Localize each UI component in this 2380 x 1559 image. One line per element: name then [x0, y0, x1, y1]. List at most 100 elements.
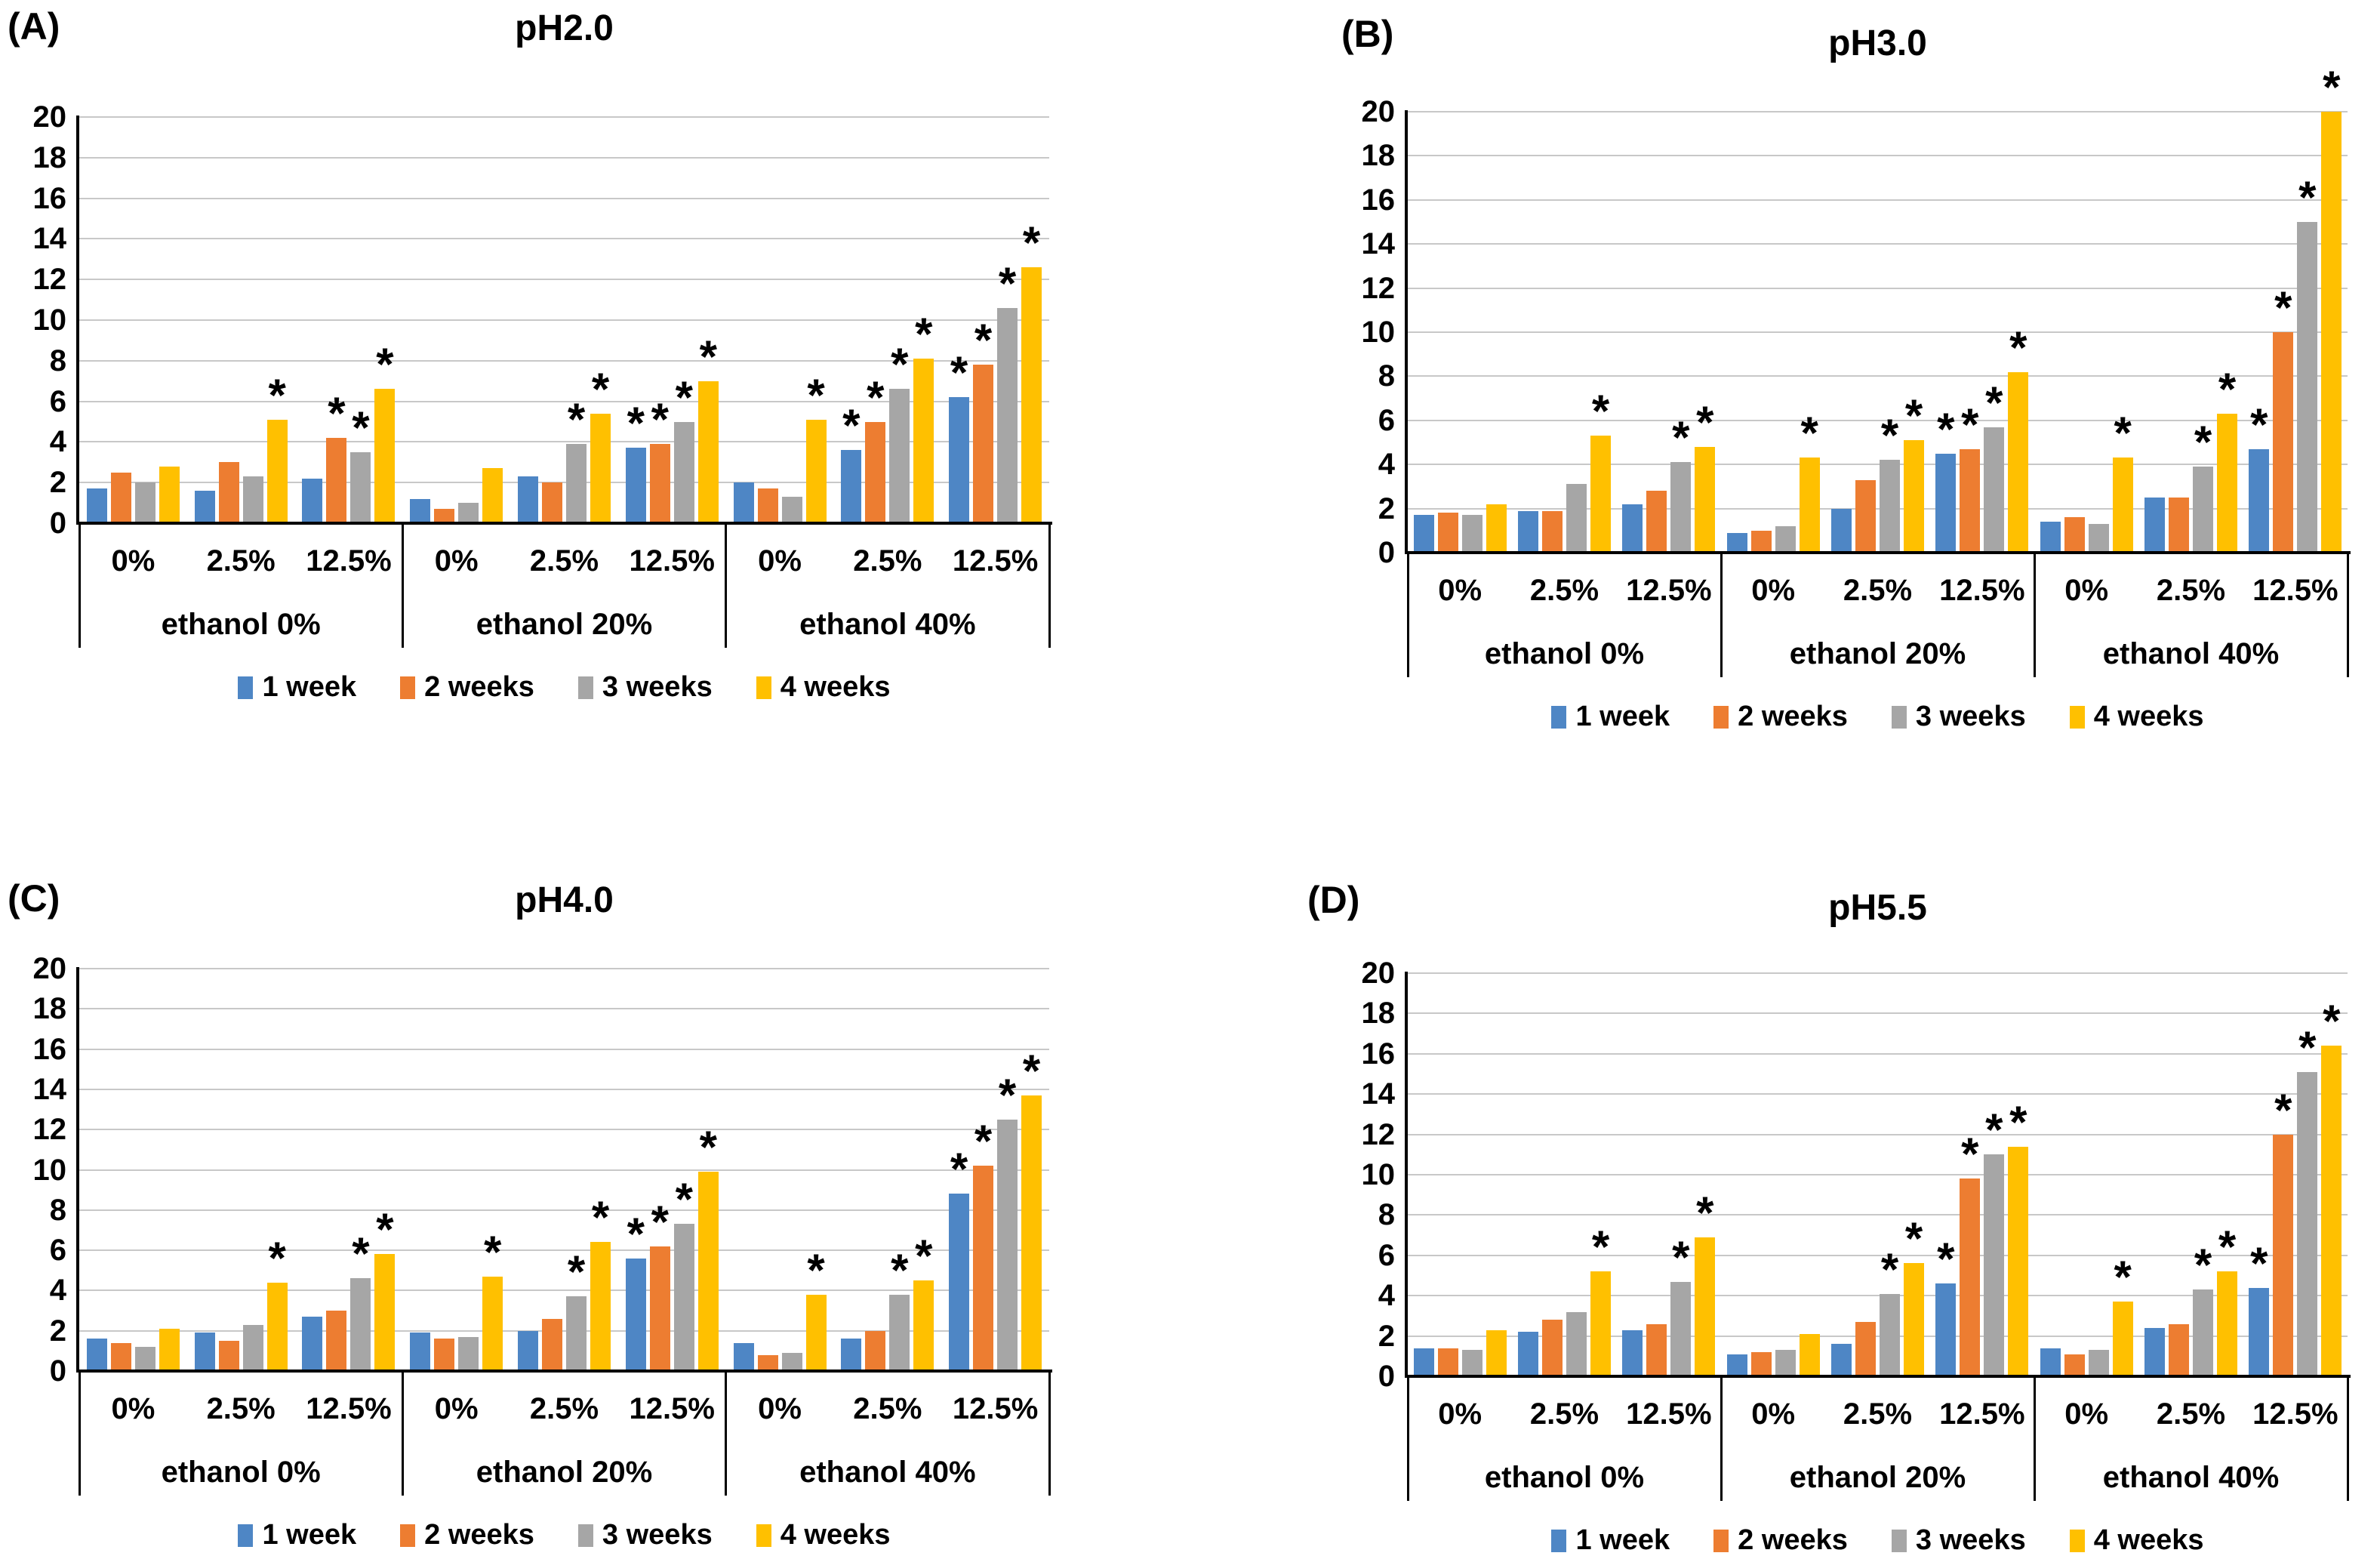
y-axis-line: [1405, 110, 1408, 554]
significance-asterisk: *: [842, 400, 861, 451]
bar-4-weeks: [1486, 1329, 1507, 1376]
legend-item: 4 weeks: [2069, 1524, 2204, 1557]
y-axis-line: [1405, 972, 1408, 1378]
category-label-concentration: 0%: [758, 544, 802, 578]
bar-4-weeks: [2217, 1271, 2237, 1376]
category-label-ethanol: ethanol 40%: [2102, 637, 2280, 670]
legend-item: 3 weeks: [577, 671, 713, 704]
bar-4-weeks: [1590, 1271, 1611, 1376]
bar-3-weeks: [1880, 1293, 1900, 1376]
bar-3-weeks: [1461, 515, 1482, 553]
category-label-concentration: 12.5%: [1939, 574, 2025, 607]
bar-1-week: [1518, 510, 1538, 553]
gridline: [1408, 1174, 2348, 1175]
gridline: [79, 400, 1049, 402]
bar-3-weeks: [1670, 462, 1692, 553]
category-divider-line: [1406, 1376, 1409, 1501]
bar-4-weeks: [805, 419, 827, 523]
significance-asterisk: *: [2218, 1222, 2237, 1273]
legend-label: 1 week: [1575, 1524, 1670, 1556]
significance-asterisk: *: [376, 339, 394, 390]
category-label-concentration: 0%: [111, 1392, 155, 1425]
significance-asterisk: *: [1672, 1231, 1690, 1283]
significance-asterisk: *: [2009, 322, 2027, 373]
significance-asterisk: *: [974, 1116, 993, 1167]
bar-3-weeks: [1670, 1281, 1692, 1376]
bar-3-weeks: [997, 1119, 1018, 1371]
legend-label: 4 weeks: [2093, 1524, 2204, 1556]
legend-label: 2 weeks: [1738, 1524, 1848, 1556]
legend-item: 3 weeks: [577, 1519, 713, 1551]
legend-marker-2-weeks: [400, 676, 416, 699]
gridline: [1408, 464, 2348, 466]
category-label-concentration: 0%: [1751, 574, 1796, 607]
bar-2-weeks: [110, 1342, 131, 1371]
significance-asterisk: *: [2194, 1240, 2212, 1291]
bar-2-weeks: [1855, 1321, 1876, 1376]
panel-c: (C) pH4.0 0 2 4 6 8 10 12 14 16 18 20 * * * * * * * * * * * * *…: [0, 780, 1190, 1559]
bar-4-weeks: [1904, 1263, 1924, 1376]
bar-2-weeks: [542, 1318, 562, 1371]
legend-marker-2-weeks: [1713, 1529, 1729, 1552]
bar-3-weeks: [1566, 1311, 1587, 1376]
gridline: [1408, 1295, 2348, 1297]
bar-2-weeks: [1750, 530, 1772, 553]
bar-4-weeks: [1904, 440, 1924, 553]
bar-2-weeks: [1542, 1320, 1563, 1376]
bar-2-weeks: [1960, 448, 1981, 553]
y-axis-tick-label: 8: [1378, 359, 1395, 393]
bar-3-weeks: [889, 1294, 910, 1371]
y-axis-tick-label: 18: [1361, 997, 1396, 1031]
bar-1-week: [1518, 1332, 1538, 1376]
bar-3-weeks: [781, 1353, 802, 1371]
bar-4-weeks: [1021, 267, 1042, 523]
gridline: [79, 1008, 1049, 1010]
bar-4-weeks: [159, 1329, 180, 1371]
bar-3-weeks: [781, 497, 802, 523]
bar-4-weeks: [482, 1276, 503, 1371]
bar-1-week: [194, 1333, 215, 1371]
bar-2-weeks: [1855, 479, 1876, 553]
bar-1-week: [86, 1339, 107, 1371]
y-axis-tick-label: 6: [1378, 403, 1395, 437]
significance-asterisk: *: [591, 363, 610, 414]
bar-4-weeks: [2008, 1146, 2029, 1376]
gridline: [79, 359, 1049, 362]
significance-asterisk: *: [2323, 996, 2341, 1047]
legend-item: 4 weeks: [756, 671, 891, 704]
gridline: [79, 1209, 1049, 1211]
bar-2-weeks: [2064, 517, 2085, 553]
bar-3-weeks: [2193, 1289, 2213, 1376]
bar-4-weeks: [2321, 112, 2342, 553]
category-label-concentration: 2.5%: [529, 544, 599, 578]
significance-asterisk: *: [651, 394, 669, 445]
y-axis-tick-label: 16: [32, 181, 67, 215]
significance-asterisk: *: [915, 1231, 933, 1282]
category-label-concentration: 2.5%: [853, 544, 922, 578]
bar-4-weeks: [2112, 458, 2133, 553]
significance-asterisk: *: [998, 1069, 1017, 1120]
category-label-concentration: 2.5%: [853, 1392, 922, 1425]
significance-asterisk: *: [328, 388, 346, 439]
bar-3-weeks: [458, 503, 479, 523]
y-axis-tick-label: 16: [1361, 183, 1396, 217]
legend-label: 3 weeks: [1915, 701, 2026, 732]
y-axis-line: [76, 967, 79, 1373]
bar-4-weeks: [590, 1242, 611, 1371]
y-axis-tick-label: 6: [1378, 1238, 1395, 1272]
category-divider-line: [2033, 1376, 2036, 1501]
bar-1-week: [733, 482, 754, 523]
legend-label: 4 weeks: [2093, 701, 2204, 732]
y-axis-tick-label: 18: [32, 140, 67, 174]
significance-asterisk: *: [1904, 390, 1923, 442]
bar-2-weeks: [218, 462, 239, 523]
significance-asterisk: *: [1800, 408, 1818, 459]
category-label-concentration: 12.5%: [2252, 1397, 2338, 1431]
legend-marker-2-weeks: [400, 1524, 416, 1547]
category-label-concentration: 0%: [758, 1392, 802, 1425]
gridline: [1408, 243, 2348, 245]
bar-3-weeks: [673, 1224, 694, 1371]
significance-asterisk: *: [1880, 1243, 1899, 1295]
category-divider-line: [1048, 523, 1051, 648]
significance-asterisk: *: [974, 315, 993, 366]
